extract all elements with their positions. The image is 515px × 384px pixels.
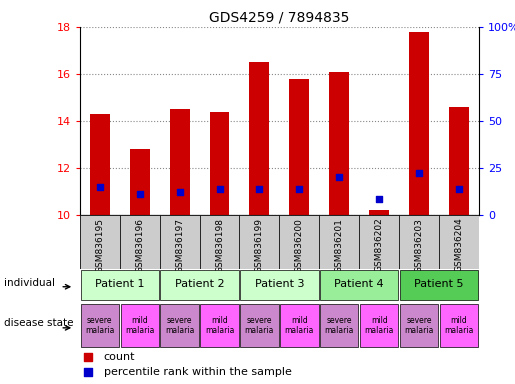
Bar [121, 304, 159, 347]
Text: GSM836195: GSM836195 [95, 218, 104, 273]
Bar [289, 79, 310, 215]
Point [135, 191, 144, 197]
Text: Patient 3: Patient 3 [254, 280, 304, 290]
Bar [239, 215, 279, 269]
Bar [319, 215, 359, 269]
Text: Patient 1: Patient 1 [95, 280, 145, 290]
Bar [320, 304, 358, 347]
Text: GSM836197: GSM836197 [175, 218, 184, 273]
Bar [399, 215, 439, 269]
Text: GSM836198: GSM836198 [215, 218, 224, 273]
Text: GSM836202: GSM836202 [375, 218, 384, 273]
Text: count: count [104, 352, 135, 362]
Bar [320, 270, 398, 300]
Point [215, 186, 224, 192]
Text: GSM836200: GSM836200 [295, 218, 304, 273]
Bar [449, 107, 469, 215]
Bar [329, 71, 349, 215]
Bar [241, 304, 279, 347]
Bar [169, 109, 190, 215]
Text: mild
malaria: mild malaria [285, 316, 314, 335]
Text: GSM836201: GSM836201 [335, 218, 344, 273]
Point [455, 186, 463, 192]
Bar [161, 270, 238, 300]
Text: severe
malaria: severe malaria [324, 316, 354, 335]
Point [335, 174, 344, 180]
Point [96, 184, 104, 190]
Bar [160, 215, 200, 269]
Point [375, 195, 383, 202]
Text: mild
malaria: mild malaria [365, 316, 394, 335]
Point [176, 189, 184, 195]
Bar [359, 215, 399, 269]
Text: Patient 2: Patient 2 [175, 280, 225, 290]
Bar [280, 304, 318, 347]
Bar [280, 215, 319, 269]
Bar [80, 215, 119, 269]
Bar [241, 270, 318, 300]
Bar [400, 270, 478, 300]
Text: Patient 5: Patient 5 [414, 280, 464, 290]
Text: GSM836199: GSM836199 [255, 218, 264, 273]
Bar [200, 215, 239, 269]
Bar [249, 62, 269, 215]
Bar [400, 304, 438, 347]
Text: GSM836203: GSM836203 [415, 218, 423, 273]
Bar [81, 270, 159, 300]
Text: mild
malaria: mild malaria [444, 316, 474, 335]
Point [255, 186, 264, 192]
Text: severe
malaria: severe malaria [165, 316, 194, 335]
Bar [439, 215, 479, 269]
Point [295, 186, 303, 192]
Text: severe
malaria: severe malaria [245, 316, 274, 335]
Text: disease state: disease state [4, 318, 73, 328]
Text: percentile rank within the sample: percentile rank within the sample [104, 367, 291, 377]
Text: severe
malaria: severe malaria [85, 316, 114, 335]
Bar [119, 215, 160, 269]
Text: GSM836196: GSM836196 [135, 218, 144, 273]
Bar [200, 304, 238, 347]
Text: GSM836204: GSM836204 [455, 218, 464, 273]
Point [83, 369, 92, 376]
Text: mild
malaria: mild malaria [125, 316, 154, 335]
Bar [81, 304, 119, 347]
Text: mild
malaria: mild malaria [205, 316, 234, 335]
Bar [161, 304, 199, 347]
Point [83, 354, 92, 360]
Bar [90, 114, 110, 215]
Bar [369, 210, 389, 215]
Title: GDS4259 / 7894835: GDS4259 / 7894835 [209, 10, 350, 24]
Text: Patient 4: Patient 4 [334, 280, 384, 290]
Point [415, 170, 423, 176]
Bar [440, 304, 478, 347]
Bar [360, 304, 398, 347]
Bar [130, 149, 150, 215]
Text: individual: individual [4, 278, 55, 288]
Bar [210, 112, 230, 215]
Text: severe
malaria: severe malaria [404, 316, 434, 335]
Bar [409, 31, 429, 215]
